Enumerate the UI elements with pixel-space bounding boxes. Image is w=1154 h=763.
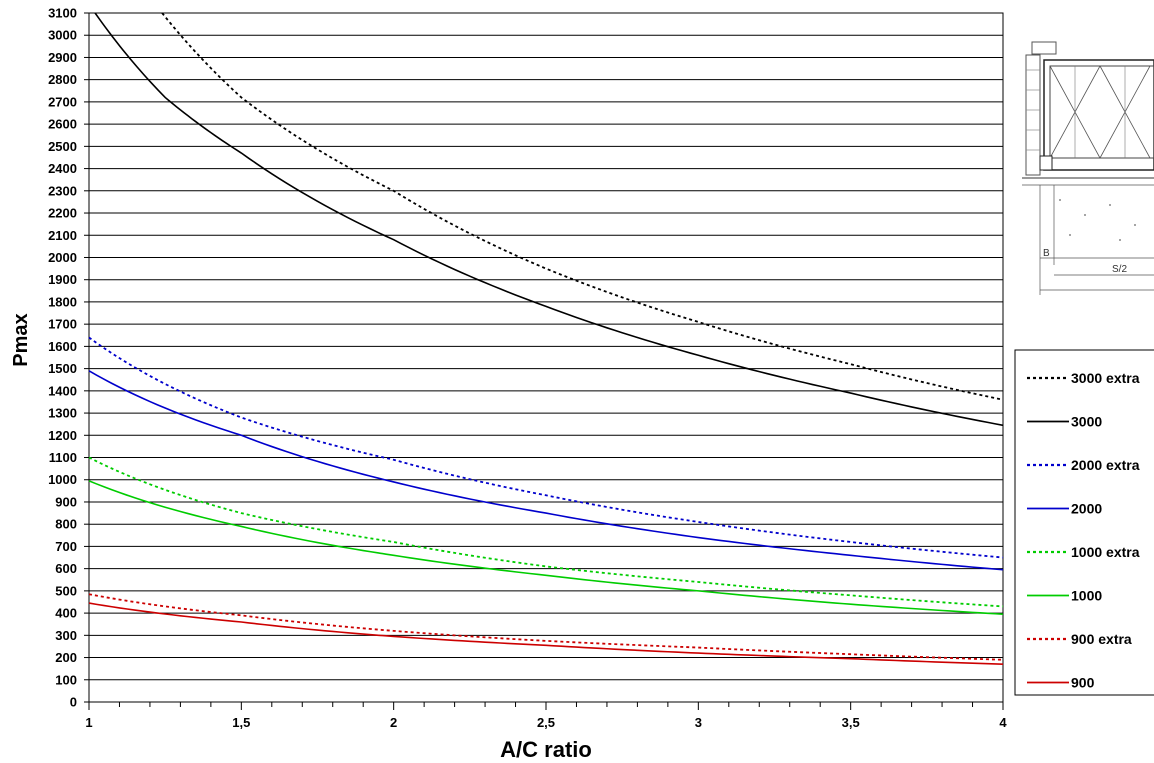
axes: 0100200300400500600700800900100011001200…: [48, 6, 1007, 731]
y-tick-label: 1700: [48, 317, 77, 332]
y-tick-label: 500: [55, 583, 77, 598]
series-line-2000: [88, 370, 1004, 571]
drawing-label-b: B: [1043, 248, 1050, 259]
y-tick-label: 100: [55, 672, 77, 687]
y-tick-label: 1000: [48, 472, 77, 487]
y-tick-label: 600: [55, 561, 77, 576]
y-tick-label: 0: [70, 695, 77, 710]
legend-label: 3000 extra: [1071, 370, 1140, 386]
y-tick-label: 1800: [48, 294, 77, 309]
legend-label: 1000 extra: [1071, 544, 1140, 560]
y-tick-label: 2100: [48, 228, 77, 243]
series-line-900-extra: [88, 593, 1004, 661]
y-tick-label: 2900: [48, 50, 77, 65]
y-tick-label: 400: [55, 606, 77, 621]
legend-label: 1000: [1071, 588, 1102, 604]
y-tick-label: 2400: [48, 161, 77, 176]
x-tick-label: 1,5: [232, 715, 250, 730]
y-tick-label: 1300: [48, 406, 77, 421]
y-tick-label: 1200: [48, 428, 77, 443]
y-tick-label: 700: [55, 539, 77, 554]
y-tick-label: 1500: [48, 361, 77, 376]
y-tick-label: 2000: [48, 250, 77, 265]
y-tick-label: 1900: [48, 272, 77, 287]
chart-legend: 3000 extra 3000 2000 extra 2000 1000 extra 10…: [1014, 349, 1154, 696]
series-lines: [88, 12, 1004, 666]
y-tick-label: 2700: [48, 94, 77, 109]
y-tick-label: 2800: [48, 72, 77, 87]
legend-label: 3000: [1071, 414, 1102, 430]
series-line-2000-extra: [88, 336, 1004, 559]
x-tick-label: 1: [85, 715, 92, 730]
series-line-3000: [94, 12, 1004, 427]
y-tick-label: 2200: [48, 206, 77, 221]
x-tick-label: 4: [999, 715, 1007, 730]
legend-label: 900: [1071, 675, 1095, 691]
y-tick-label: 2300: [48, 183, 77, 198]
x-tick-label: 3,5: [842, 715, 860, 730]
y-tick-label: 300: [55, 628, 77, 643]
legend-label: 900 extra: [1071, 631, 1132, 647]
grid-lines: [89, 12, 1003, 703]
y-tick-label: 2500: [48, 139, 77, 154]
legend-label: 2000 extra: [1071, 457, 1140, 473]
x-tick-label: 3: [695, 715, 702, 730]
series-line-900: [88, 602, 1004, 666]
y-tick-label: 800: [55, 517, 77, 532]
gate-drawing-illustration: B S/2: [1015, 0, 1154, 300]
drawing-label-s2: S/2: [1112, 264, 1127, 275]
y-tick-label: 2600: [48, 117, 77, 132]
x-tick-label: 2: [390, 715, 397, 730]
y-tick-label: 3100: [48, 6, 77, 21]
y-tick-label: 1400: [48, 383, 77, 398]
plot-frame: [88, 12, 1004, 703]
x-tick-label: 2,5: [537, 715, 555, 730]
y-tick-label: 200: [55, 650, 77, 665]
x-axis-title: A/C ratio: [500, 737, 592, 762]
y-axis-title: Pmax: [10, 313, 32, 366]
series-line-3000-extra: [161, 12, 1004, 401]
series-line-1000-extra: [88, 456, 1004, 608]
legend-label: 2000: [1071, 501, 1102, 517]
y-tick-label: 1100: [49, 450, 77, 465]
y-tick-label: 3000: [48, 28, 77, 43]
series-line-1000: [88, 480, 1004, 616]
y-tick-label: 900: [55, 494, 77, 509]
y-tick-label: 1600: [48, 339, 77, 354]
